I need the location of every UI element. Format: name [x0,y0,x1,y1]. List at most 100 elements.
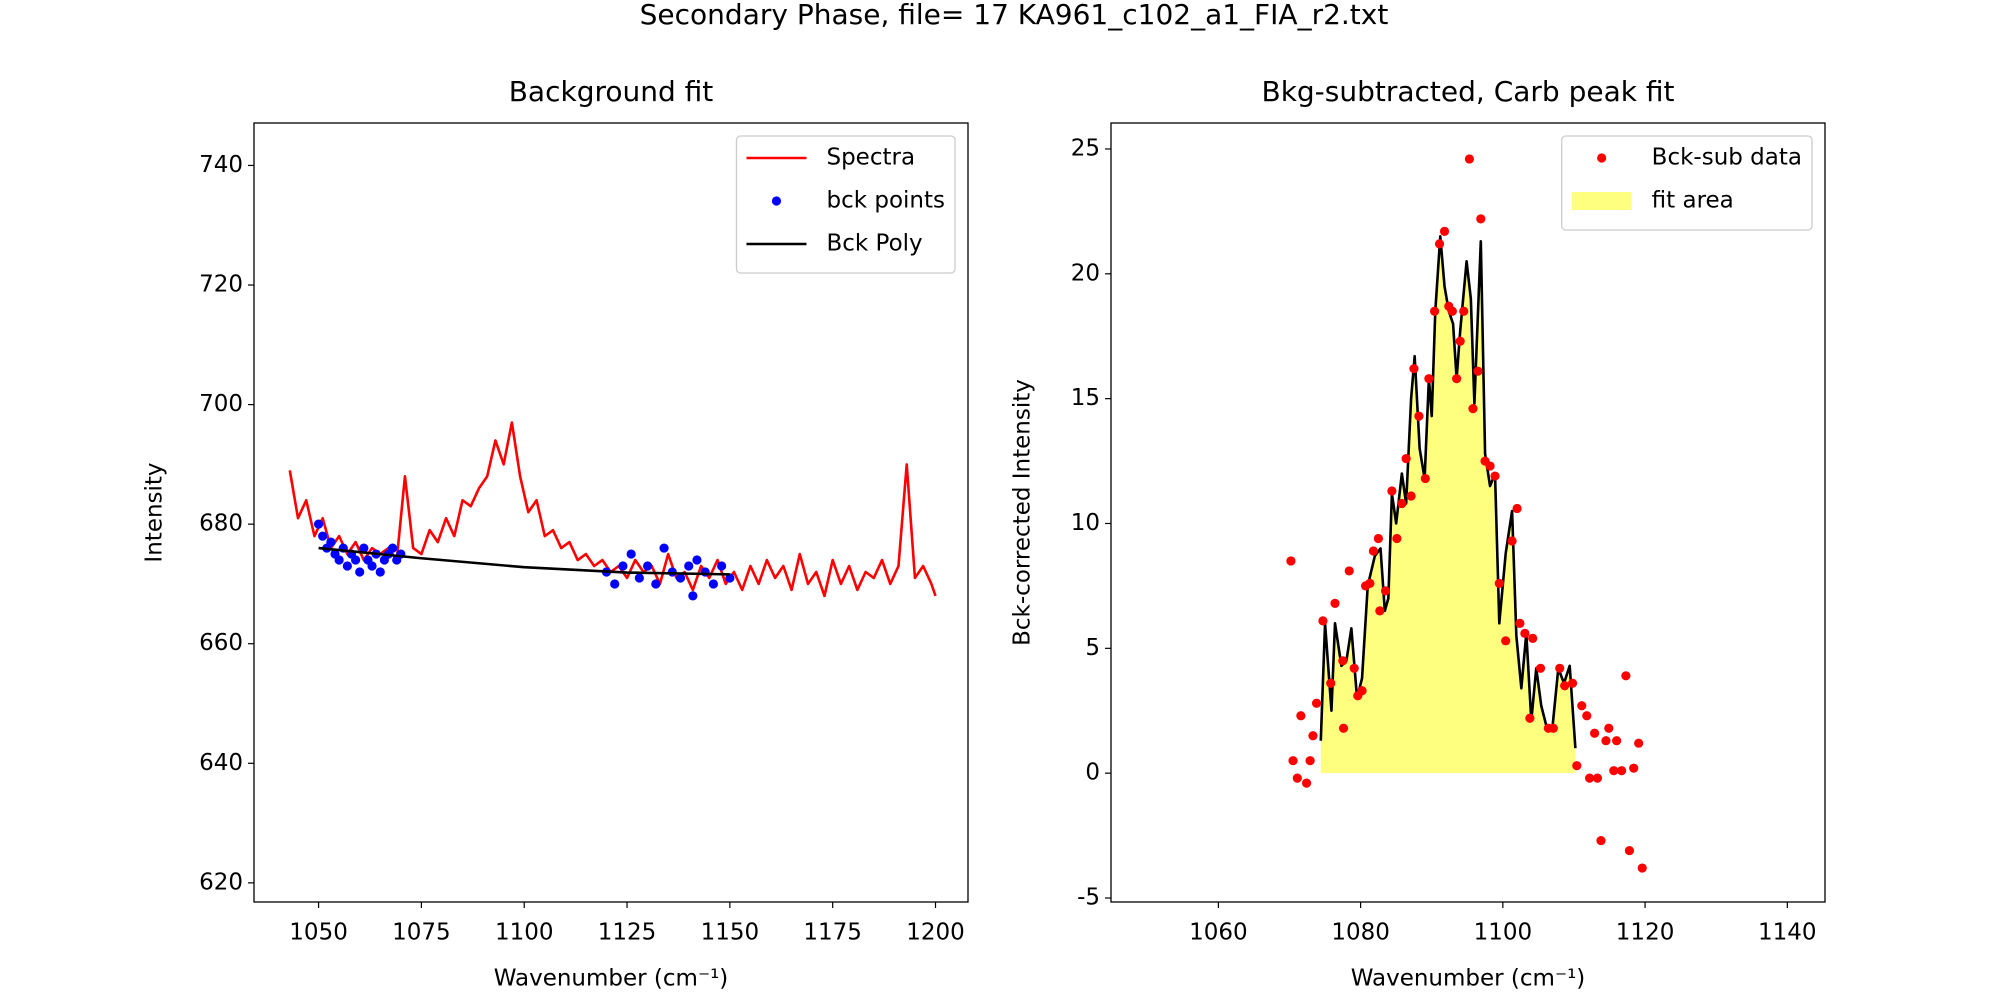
point [610,579,620,589]
x-tick-label: 1050 [289,920,348,946]
point [1459,306,1469,316]
point [1629,763,1639,773]
fill-area [1320,236,1576,774]
point [1612,736,1622,746]
point [1349,663,1359,673]
point [342,561,352,571]
y-tick-label: 700 [199,391,243,417]
point [1434,239,1445,249]
point [1476,214,1486,224]
point [659,543,669,553]
x-tick-label: 1200 [906,920,965,946]
y-tick-label: 0 [1085,760,1100,786]
point [1634,738,1644,748]
x-tick-label: 1175 [803,920,862,946]
legend: Spectra bck points Bck Poly [735,135,956,274]
point [1301,778,1312,788]
point [1490,471,1500,481]
point [717,561,727,571]
point [1621,671,1631,681]
x-tick-label: 1140 [1758,920,1817,946]
point [675,573,686,583]
point [1520,628,1530,638]
axes-title: Bkg-subtracted, Carb peak fit [1261,75,1674,108]
y-axis-label: Intensity [142,462,168,562]
y-tick-label: 740 [199,152,243,178]
point [1589,728,1600,738]
point [643,561,653,571]
point [1560,681,1570,691]
legend-label: bck points [826,188,945,214]
figure-title: Secondary Phase, file= 17 KA961_c102_a1_… [640,0,1389,31]
legend-frame [735,135,956,274]
point [1501,636,1511,646]
point [1604,723,1614,733]
point [1507,536,1517,546]
y-tick-label: 10 [1071,510,1100,536]
point [1452,374,1462,384]
axes: Background fit Wavenumber (cm⁻¹) Intensity… [142,75,969,992]
y-tick-label: 20 [1071,260,1100,286]
point [708,579,719,589]
point [1326,678,1336,688]
point [1288,756,1298,766]
point [1577,701,1587,711]
point [1338,656,1348,666]
point [1406,491,1416,501]
point [692,555,702,565]
x-tick-label: 1080 [1331,920,1390,946]
point [326,537,336,547]
legend-label: Bck Poly [826,231,922,257]
point [313,519,324,529]
point [367,561,377,571]
point [350,555,361,565]
point [1387,486,1397,496]
point [667,567,677,577]
point [1624,845,1635,856]
point [1373,533,1383,544]
line [288,421,937,598]
point [388,543,398,553]
y-axis-label: Bck-corrected Intensity [1010,379,1036,646]
x-tick-label: 1100 [1474,920,1533,946]
point [318,531,328,541]
y-tick-label: 5 [1085,635,1100,661]
x-axis-label: Wavenumber (cm⁻¹) [1351,966,1586,992]
point [618,561,628,571]
point [1555,663,1565,673]
point [1637,863,1647,873]
legend-swatch [1571,192,1632,210]
point [634,573,644,583]
point [1617,766,1627,776]
axes: Bkg-subtracted, Carb peak fit Wavenumber … [1010,75,1826,992]
point [1368,546,1379,556]
point [1528,633,1538,643]
x-tick-label: 1075 [392,920,451,946]
point [1468,404,1478,414]
point [1601,736,1611,746]
point [1494,578,1504,589]
point [1464,154,1475,164]
x-tick-label: 1060 [1189,920,1248,946]
point [1401,453,1411,464]
point [1380,586,1391,596]
x-tick-label: 1150 [701,920,760,946]
point [375,567,385,577]
point [359,543,369,553]
point [1318,616,1328,626]
point [1585,773,1595,783]
legend-swatch [771,196,782,206]
y-tick-label: 15 [1071,385,1100,411]
point [355,567,365,577]
legend-swatch [1597,153,1607,163]
point [1311,698,1322,708]
point [1609,766,1619,776]
y-tick-label: -5 [1077,885,1100,911]
fit-line [1319,235,1577,749]
point [1485,461,1495,471]
x-axis-label: Wavenumber (cm⁻¹) [494,966,729,992]
point [1455,336,1465,346]
point [1305,756,1315,766]
point [1429,306,1440,316]
